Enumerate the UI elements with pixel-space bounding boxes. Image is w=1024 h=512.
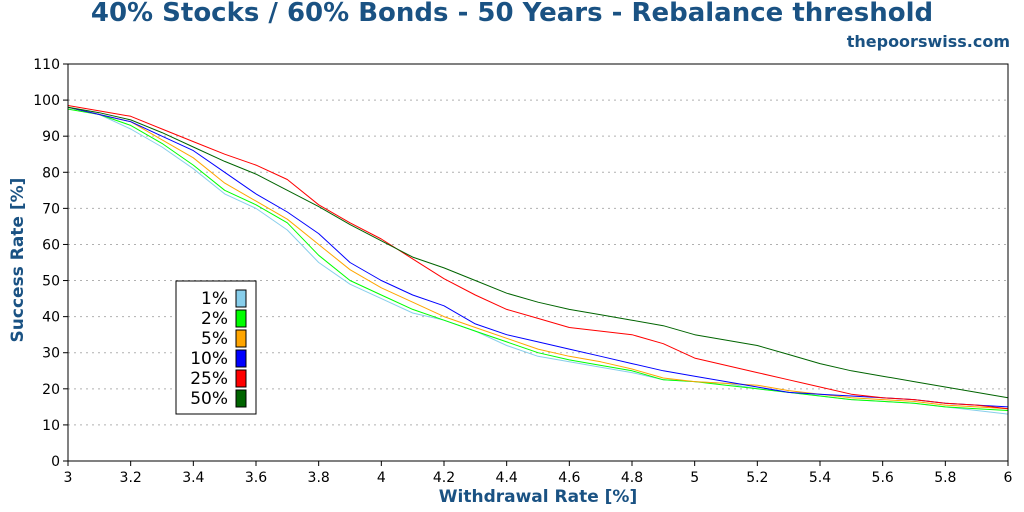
y-tick-label: 60: [42, 237, 60, 253]
legend-label: 10%: [190, 349, 228, 369]
series-line-5pct: [67, 106, 1009, 410]
y-tick-label: 40: [42, 310, 60, 326]
x-tick-label: 3.2: [120, 470, 142, 486]
x-tick-label: 5.6: [872, 470, 894, 486]
y-tick-label: 10: [42, 418, 60, 434]
series-line-25pct: [67, 105, 1009, 410]
y-tick-label: 0: [51, 454, 60, 470]
y-tick-label: 20: [42, 382, 60, 398]
x-tick-label: 4.8: [621, 470, 643, 486]
chart-title: 40% Stocks / 60% Bonds - 50 Years - Reba…: [90, 0, 934, 28]
y-tick-label: 90: [42, 129, 60, 145]
x-tick-label: 3.8: [308, 470, 330, 486]
plot-frame: [67, 63, 1009, 462]
x-tick-label: 4.4: [496, 470, 518, 486]
x-tick-label: 6: [1004, 470, 1013, 486]
y-tick-label: 70: [42, 201, 60, 217]
y-tick-label: 100: [33, 93, 60, 109]
series-line-50pct: [67, 106, 1009, 399]
y-tick-label: 110: [33, 57, 60, 73]
legend-swatch: [235, 289, 247, 308]
legend: 1%2%5%10%25%50%: [175, 280, 257, 415]
y-tick-label: 80: [42, 165, 60, 181]
legend-label: 25%: [190, 369, 228, 389]
x-tick-label: 4.6: [558, 470, 580, 486]
x-axis: 3 3.2 3.4 3.6 3.8 4 4.2 4.4 4.6 4.8 5 5.2 5.4 5.6 5.8 6: [64, 461, 1013, 486]
legend-swatch: [235, 369, 247, 388]
legend-swatch: [235, 329, 247, 348]
legend-label: 5%: [201, 329, 228, 349]
x-tick-label: 5: [690, 470, 699, 486]
legend-swatch: [235, 309, 247, 328]
y-tick-label: 30: [42, 346, 60, 362]
legend-swatch: [235, 349, 247, 368]
legend-label: 1%: [201, 289, 228, 309]
x-tick-label: 3.6: [245, 470, 267, 486]
x-tick-label: 5.8: [934, 470, 956, 486]
x-tick-label: 5.2: [746, 470, 768, 486]
y-tick-label: 50: [42, 274, 60, 290]
series-lines: [67, 105, 1009, 415]
series-line-2pct: [67, 108, 1009, 411]
y-axis-title: Success Rate [%]: [8, 178, 28, 343]
x-tick-label: 3: [64, 470, 73, 486]
x-tick-label: 5.4: [809, 470, 831, 486]
legend-label: 50%: [190, 389, 228, 409]
x-axis-title: Withdrawal Rate [%]: [439, 487, 637, 507]
y-axis: 0 10 20 30 40 50 60 70 80 90 100 110: [33, 57, 68, 470]
legend-swatch: [235, 389, 247, 408]
series-line-10pct: [67, 106, 1009, 408]
x-tick-label: 4.2: [433, 470, 455, 486]
x-tick-label: 4: [377, 470, 386, 486]
legend-label: 2%: [201, 309, 228, 329]
x-tick-label: 3.4: [182, 470, 204, 486]
chart-subtitle: thepoorswiss.com: [846, 32, 1010, 51]
